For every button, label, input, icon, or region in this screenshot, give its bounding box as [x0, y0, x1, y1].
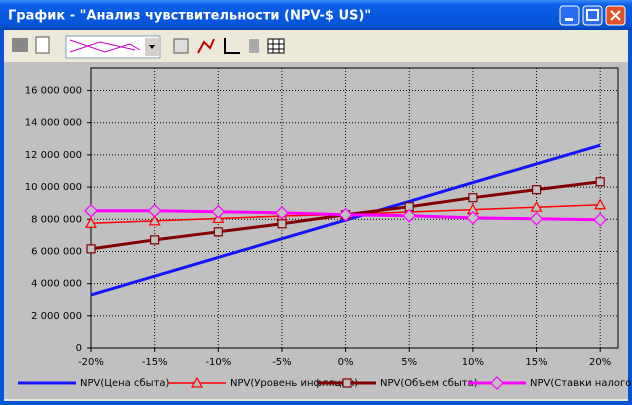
legend-marker [490, 376, 504, 390]
data-point [148, 214, 161, 226]
legend-label: NPV(Объем сбыта) [380, 378, 478, 389]
legend-label: NPV(Ставки налогов) [530, 378, 632, 389]
x-tick-label: 10% [462, 357, 484, 368]
toolbar [12, 35, 285, 59]
properties-button[interactable] [173, 38, 189, 54]
series-button[interactable] [197, 38, 215, 54]
combo-icon [69, 39, 141, 53]
data-point [211, 204, 226, 219]
data-point [84, 203, 98, 218]
table-icon [268, 39, 284, 53]
data-point [338, 207, 353, 222]
y-tick-label: 16 000 000 [25, 86, 82, 97]
y-tick-label: 12 000 000 [25, 150, 82, 161]
data-point [531, 185, 542, 195]
minimize-icon [565, 18, 573, 21]
legend-marker [342, 378, 352, 388]
y-tick-label: 0 [76, 343, 82, 354]
data-point [150, 235, 160, 245]
y-tick-label: 6 000 000 [31, 246, 82, 257]
x-tick-label: -10% [205, 357, 231, 368]
axis-button[interactable] [224, 38, 240, 54]
close-icon [610, 10, 621, 21]
maximize-button[interactable] [582, 5, 603, 26]
data-point [147, 203, 162, 218]
x-tick-label: 20% [589, 357, 611, 368]
data-point [213, 227, 223, 237]
legend-label: NPV(Уровень инфляции) [230, 378, 358, 389]
data-point [530, 200, 543, 212]
data-point [594, 198, 607, 210]
data-point [529, 211, 544, 226]
y-tick-label: 8 000 000 [31, 214, 82, 225]
window-buttons [559, 5, 626, 26]
minimize-button[interactable] [559, 5, 580, 26]
print-button[interactable] [12, 38, 28, 52]
y-tick-label: 10 000 000 [25, 182, 82, 193]
data-point [84, 217, 98, 228]
x-tick-label: 0% [338, 357, 354, 368]
x-tick-label: -15% [142, 357, 168, 368]
x-tick-label: 15% [525, 357, 547, 368]
chart-type-combo[interactable] [65, 35, 161, 59]
x-tick-label: 5% [401, 357, 417, 368]
combo-arrow-icon [149, 45, 155, 49]
data-point [277, 219, 287, 229]
data-point [595, 177, 605, 187]
data-point [86, 244, 96, 254]
y-tick-label: 2 000 000 [31, 311, 82, 322]
data-point [593, 212, 608, 227]
data-point [402, 208, 417, 223]
disabled-button [249, 39, 259, 53]
data-point [468, 193, 478, 203]
title-bar [0, 0, 632, 30]
x-tick-label: -20% [78, 357, 104, 368]
legend-marker [190, 376, 204, 388]
y-tick-label: 4 000 000 [31, 279, 82, 290]
window-title: График - "Анализ чувствительности (NPV-$… [8, 9, 371, 24]
data-point [466, 210, 480, 225]
chart: 0 2 000 000 4 000 000 6 000 000 8 000 000 10 … [18, 67, 632, 390]
table-button[interactable] [267, 38, 285, 54]
preview-button[interactable] [35, 36, 50, 54]
x-tick-label: -5% [272, 357, 291, 368]
maximize-icon [586, 9, 599, 21]
y-tick-label: 14 000 000 [25, 118, 82, 129]
legend-label: NPV(Цена сбыта) [80, 378, 170, 389]
data-point [275, 205, 289, 220]
